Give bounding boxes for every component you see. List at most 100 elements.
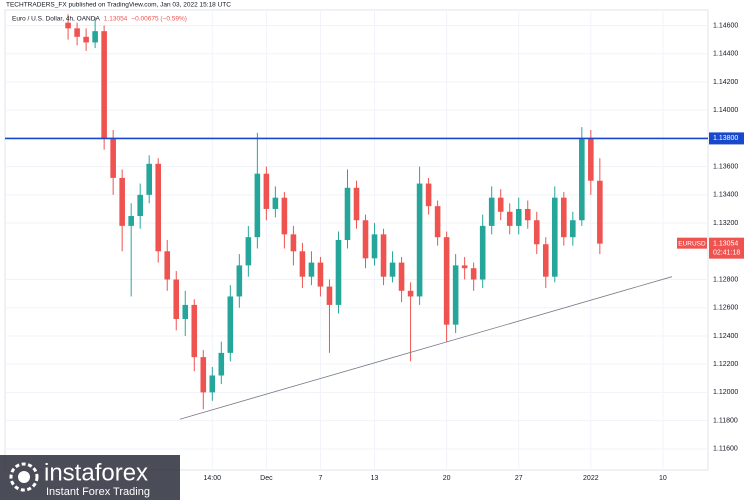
- candle-body: [470, 268, 477, 280]
- level-label-bg: [709, 132, 744, 145]
- candle-body: [497, 197, 504, 212]
- candle-body: [524, 208, 531, 221]
- y-tick-label: 1.13600: [713, 163, 738, 170]
- watermark-logo: [9, 462, 39, 492]
- candle-body: [542, 244, 549, 277]
- watermark-bg: [0, 455, 180, 500]
- level-label: 1.13800: [713, 135, 738, 142]
- y-tick-label: 1.13200: [713, 220, 738, 227]
- candle-body: [533, 220, 540, 245]
- x-tick-label: 10: [659, 475, 667, 482]
- candle-body: [119, 177, 125, 226]
- candle-body: [506, 211, 513, 226]
- x-tick-label: 13: [371, 475, 379, 482]
- candle-body: [299, 251, 306, 277]
- publish-header: TECHTRADERS_FX published on TradingView.…: [6, 2, 231, 9]
- last-price-label: 1.13054: [713, 241, 738, 248]
- candle-body: [407, 290, 414, 297]
- candle-body: [173, 279, 180, 320]
- symbol-label: EURUSD: [678, 240, 706, 247]
- x-tick-label: 2022: [583, 475, 599, 482]
- candle-body: [218, 352, 225, 376]
- candle-body: [443, 237, 450, 325]
- candle-body: [371, 234, 378, 259]
- candle-body: [182, 304, 189, 320]
- candle-body: [488, 197, 495, 226]
- last-price-bg: [709, 237, 744, 259]
- candle-body: [335, 240, 342, 305]
- candle-body: [164, 251, 171, 280]
- candle-body: [515, 208, 522, 226]
- y-tick-label: 1.12000: [713, 389, 738, 396]
- x-tick-label: 7: [318, 475, 322, 482]
- candle-body: [155, 163, 162, 252]
- candle-body: [452, 265, 459, 325]
- candle-body: [272, 197, 279, 209]
- y-tick-label: 1.14400: [713, 51, 738, 58]
- candle-body: [290, 234, 297, 252]
- x-tick-label: 14:00: [204, 475, 222, 482]
- candle-body: [561, 197, 567, 238]
- candle-body: [83, 36, 89, 43]
- y-tick-label: 1.12600: [713, 305, 738, 312]
- y-tick-label: 1.14000: [713, 107, 738, 114]
- candle-body: [137, 194, 143, 217]
- axes: 1.14600 1.14400 1.14200 1.14000 1.13600 1.134…: [204, 22, 744, 482]
- candle-body: [65, 22, 71, 29]
- candle-body: [362, 220, 369, 259]
- candle-body: [416, 183, 423, 297]
- watermark-logo-core: [18, 471, 30, 483]
- candle-body: [551, 197, 558, 277]
- x-tick-label: 27: [515, 475, 523, 482]
- candle-body: [434, 206, 441, 238]
- candle-body: [479, 225, 486, 280]
- candle-body: [200, 357, 207, 393]
- candle-body: [110, 138, 116, 178]
- candle-body: [317, 262, 324, 287]
- candle-body: [461, 265, 468, 269]
- candle-body: [389, 262, 396, 277]
- symbol-title: Euro / U.S. Dollar, 4h, OANDA: [12, 16, 100, 23]
- candle-body: [74, 28, 80, 37]
- y-tick-label: 1.11800: [713, 417, 738, 424]
- candle-body: [308, 262, 315, 277]
- y-tick-label: 1.12200: [713, 361, 738, 368]
- y-tick-label: 1.12400: [713, 333, 738, 340]
- plot: [5, 14, 708, 420]
- candle-body: [236, 265, 243, 297]
- candle-body: [344, 187, 351, 240]
- y-tick-label: 1.13400: [713, 192, 738, 199]
- candle-body: [398, 262, 405, 291]
- candle-body: [209, 375, 216, 393]
- watermark: instaforex Instant Forex Trading: [0, 455, 180, 500]
- candle-body: [263, 173, 270, 209]
- candle-body: [245, 237, 252, 266]
- candle-body: [570, 220, 576, 238]
- symbol-label-bg: [677, 237, 707, 249]
- x-tick-label: 20: [443, 475, 451, 482]
- quote-change: −0.00675 (−0.59%): [131, 16, 187, 23]
- candle-body: [101, 31, 107, 139]
- y-tick-label: 1.14200: [713, 79, 738, 86]
- candle-body: [254, 173, 261, 238]
- y-tick-label: 1.12800: [713, 276, 738, 283]
- candle-body: [588, 138, 594, 181]
- candle-body: [353, 187, 360, 221]
- watermark-brand: instaforex: [44, 459, 148, 486]
- quote: 1.13054: [104, 16, 128, 23]
- candle-body: [579, 138, 585, 221]
- watermark-tagline: Instant Forex Trading: [46, 486, 150, 498]
- candle-body: [425, 183, 432, 207]
- candle-body: [281, 197, 288, 235]
- candle-body: [146, 163, 152, 195]
- candle-body: [191, 304, 198, 358]
- candle-body: [597, 180, 603, 244]
- candle-body: [128, 216, 134, 226]
- trend-line: [179, 276, 673, 420]
- candle-body: [326, 286, 333, 305]
- candle-body: [380, 234, 387, 277]
- countdown: 02:41:18: [713, 250, 740, 257]
- y-tick-label: 1.14600: [713, 22, 738, 29]
- x-tick-label: Dec: [260, 475, 273, 482]
